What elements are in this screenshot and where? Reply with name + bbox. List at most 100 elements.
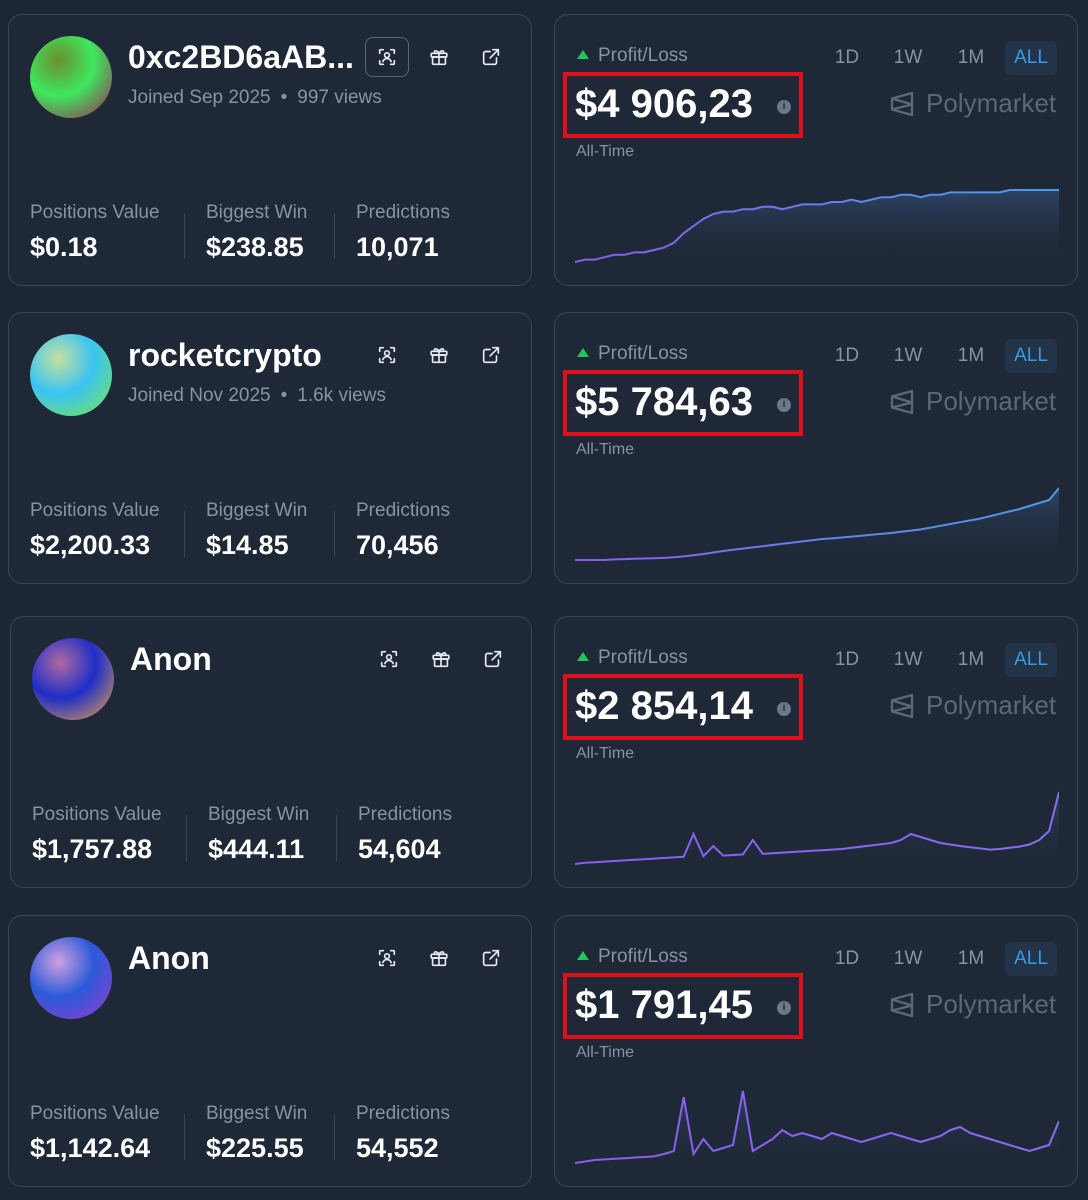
timeframe-all[interactable]: ALL — [1005, 339, 1057, 373]
positions-value-label: Positions Value — [30, 202, 160, 223]
positions-value-value: $2,200.33 — [30, 530, 151, 560]
username[interactable]: rocketcrypto — [128, 337, 322, 373]
scan-profile-button[interactable] — [365, 938, 409, 978]
profit-loss-amount: $4 906,23 — [575, 82, 753, 126]
profit-loss-label: Profit/Loss — [577, 343, 688, 365]
polymarket-logo-icon — [887, 89, 926, 119]
timeframe-1w[interactable]: 1W — [893, 948, 923, 969]
gift-button[interactable] — [419, 639, 463, 679]
scan-profile-button[interactable] — [365, 37, 409, 77]
scan-profile-icon — [376, 947, 398, 969]
profit-loss-amount: $2 854,14 — [575, 684, 753, 728]
all-time-label: All-Time — [576, 143, 635, 160]
polymarket-text: Polymarket — [926, 88, 1057, 118]
external-link-button[interactable] — [469, 335, 513, 375]
predictions-value: 54,552 — [356, 1133, 439, 1163]
pnl-area — [575, 1091, 1059, 1171]
polymarket-brand: Polymarket — [887, 690, 1056, 721]
external-link-icon — [480, 46, 502, 68]
avatar[interactable] — [30, 334, 112, 416]
predictions-value: 54,604 — [358, 834, 441, 864]
up-triangle-icon — [577, 348, 589, 357]
meta-separator: • — [280, 385, 288, 406]
gift-icon — [430, 648, 452, 670]
all-time-label: All-Time — [576, 1044, 635, 1061]
stat-divider — [334, 213, 335, 259]
timeframe-1d[interactable]: 1D — [834, 47, 860, 68]
external-link-icon — [482, 648, 504, 670]
pnl-line — [575, 791, 1059, 865]
highlight-box — [563, 973, 803, 1039]
timeframe-1w[interactable]: 1W — [893, 649, 923, 670]
biggest-win-label: Biggest Win — [206, 1103, 308, 1124]
biggest-win-label: Biggest Win — [206, 500, 308, 521]
timeframe-1m[interactable]: 1M — [957, 948, 985, 969]
profit-loss-card: Profit/Loss 1D 1W 1M ALL $1 791,45 i All-Time Po… — [554, 915, 1078, 1187]
username[interactable]: Anon — [130, 641, 212, 677]
profit-loss-label: Profit/Loss — [577, 647, 688, 669]
predictions-stat: Predictions 70,456 — [356, 500, 450, 561]
highlight-box — [563, 674, 803, 740]
info-icon[interactable]: i — [777, 398, 791, 412]
all-time-label: All-Time — [576, 745, 635, 762]
polymarket-text: Polymarket — [926, 386, 1057, 416]
pnl-sparkline-chart — [575, 1090, 1059, 1171]
profile-card: Anon Positions Value $1,142.64 Biggest Win $… — [8, 915, 532, 1187]
positions-value-value: $0.18 — [30, 232, 98, 262]
external-link-button[interactable] — [469, 37, 513, 77]
profile-meta: Joined Sep 2025 • 997 views — [128, 87, 382, 109]
profile-card: 0xc2BD6aAB... Joined Sep 2025 • 997 views Po… — [8, 14, 532, 286]
joined-date: Joined Sep 2025 — [128, 87, 271, 108]
username[interactable]: 0xc2BD6aAB... — [128, 39, 354, 75]
positions-value-stat: Positions Value $1,757.88 — [32, 804, 162, 865]
username[interactable]: Anon — [128, 940, 210, 976]
timeframe-1d[interactable]: 1D — [834, 649, 860, 670]
up-triangle-icon — [577, 652, 589, 661]
pnl-line — [575, 1090, 1059, 1164]
timeframe-1m[interactable]: 1M — [957, 649, 985, 670]
timeframe-all[interactable]: ALL — [1005, 643, 1057, 677]
info-icon[interactable]: i — [777, 100, 791, 114]
stat-divider — [336, 815, 337, 861]
timeframe-1m[interactable]: 1M — [957, 47, 985, 68]
positions-value-stat: Positions Value $2,200.33 — [30, 500, 160, 561]
profit-loss-amount: $5 784,63 — [575, 380, 753, 424]
pnl-sparkline-chart — [575, 487, 1059, 568]
biggest-win-label: Biggest Win — [208, 804, 310, 825]
timeframe-1w[interactable]: 1W — [893, 47, 923, 68]
gift-icon — [428, 947, 450, 969]
timeframe-all[interactable]: ALL — [1005, 942, 1057, 976]
gift-button[interactable] — [417, 938, 461, 978]
gift-button[interactable] — [417, 37, 461, 77]
profit-loss-text: Profit/Loss — [598, 45, 688, 66]
stat-divider — [184, 1114, 185, 1160]
avatar[interactable] — [30, 36, 112, 118]
scan-profile-button[interactable] — [365, 335, 409, 375]
predictions-value: 10,071 — [356, 232, 439, 262]
biggest-win-value: $14.85 — [206, 530, 289, 560]
avatar[interactable] — [32, 638, 114, 720]
timeframe-all[interactable]: ALL — [1005, 41, 1057, 75]
polymarket-brand: Polymarket — [887, 989, 1056, 1020]
timeframe-1d[interactable]: 1D — [834, 948, 860, 969]
external-link-button[interactable] — [471, 639, 515, 679]
profit-loss-card: Profit/Loss 1D 1W 1M ALL $4 906,23 i All-Time Po… — [554, 14, 1078, 286]
scan-profile-button[interactable] — [367, 639, 411, 679]
profit-loss-label: Profit/Loss — [577, 946, 688, 968]
gift-button[interactable] — [417, 335, 461, 375]
info-icon[interactable]: i — [777, 1001, 791, 1015]
info-icon[interactable]: i — [777, 702, 791, 716]
biggest-win-label: Biggest Win — [206, 202, 308, 223]
positions-value-label: Positions Value — [32, 804, 162, 825]
avatar[interactable] — [30, 937, 112, 1019]
up-triangle-icon — [577, 50, 589, 59]
gift-icon — [428, 46, 450, 68]
external-link-button[interactable] — [469, 938, 513, 978]
timeframe-1w[interactable]: 1W — [893, 345, 923, 366]
timeframe-1d[interactable]: 1D — [834, 345, 860, 366]
positions-value-label: Positions Value — [30, 500, 160, 521]
timeframe-1m[interactable]: 1M — [957, 345, 985, 366]
positions-value-value: $1,142.64 — [30, 1133, 151, 1163]
highlight-box — [563, 72, 803, 138]
pnl-sparkline-chart — [575, 189, 1059, 270]
